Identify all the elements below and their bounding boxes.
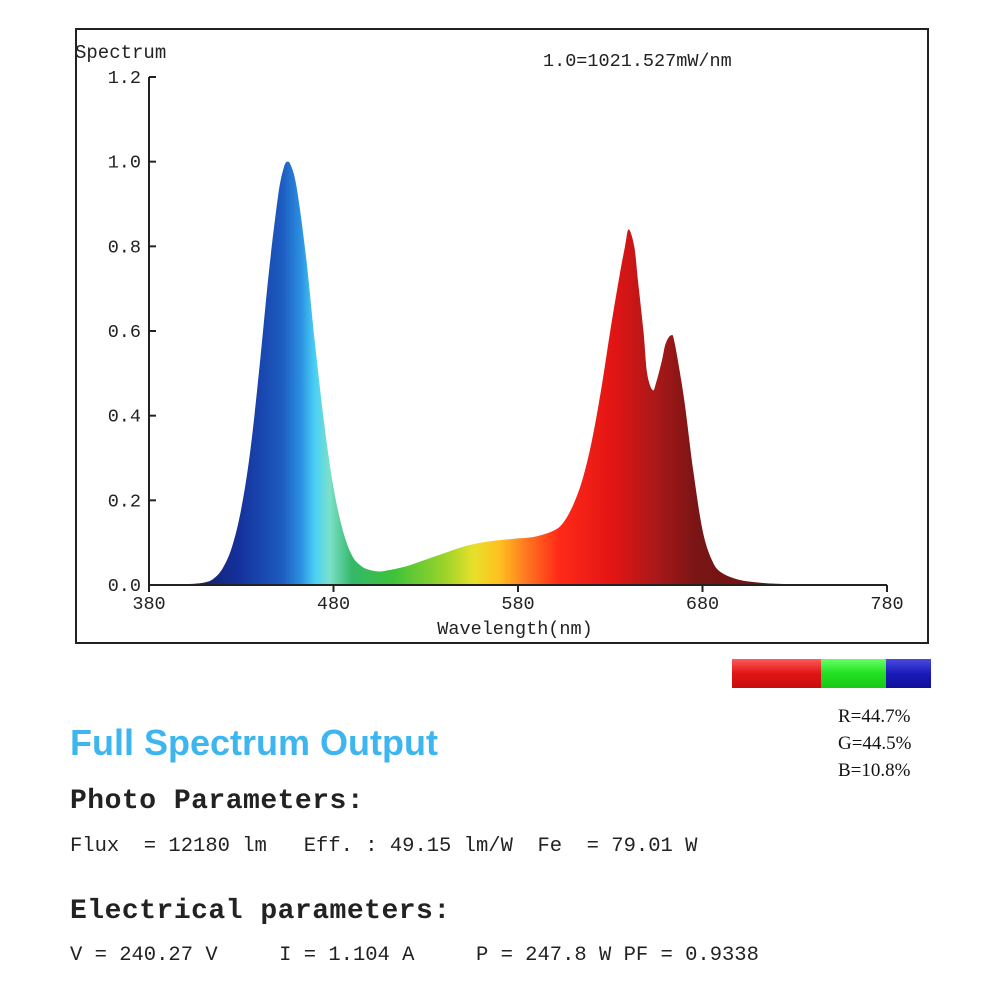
spectrum-series-area: [149, 161, 887, 585]
x-axis-label: Wavelength(nm): [437, 619, 592, 640]
y-tick-label: 1.0: [108, 153, 141, 174]
rgb-red-label: R=44.7%: [838, 706, 911, 727]
x-tick-label: 480: [317, 594, 350, 615]
y-tick-label: 0.2: [108, 491, 141, 512]
x-tick-label: 780: [870, 594, 903, 615]
chart-scale-note: 1.0=1021.527mW/nm: [543, 51, 732, 72]
spectrum-chart: 0.0 0.2 0.4 0.6 0.8 1.0 1.2 380 480 580 680 780 Sp…: [77, 42, 904, 640]
chart-title: Spectrum: [77, 42, 166, 64]
y-tick-label: 0.0: [108, 576, 141, 597]
x-tick-label: 380: [132, 594, 165, 615]
x-tick-label: 580: [501, 594, 534, 615]
electrical-parameters-values: V = 240.27 V I = 1.104 A P = 247.8 W PF …: [70, 944, 759, 967]
electrical-parameters-heading: Electrical parameters:: [70, 896, 451, 927]
rgb-bar-red-segment: [732, 659, 821, 688]
rgb-bar-green-segment: [820, 659, 886, 688]
y-tick-label: 0.6: [108, 322, 141, 343]
rgb-ratio-bar: [732, 659, 931, 688]
y-axis-ticks: 0.0 0.2 0.4 0.6 0.8 1.0 1.2: [108, 68, 156, 597]
x-axis-ticks: 380 480 580 680 780: [132, 585, 904, 615]
photo-parameters-heading: Photo Parameters:: [70, 786, 365, 817]
spectrum-chart-frame: 0.0 0.2 0.4 0.6 0.8 1.0 1.2 380 480 580 680 780 Sp…: [75, 28, 929, 644]
y-tick-label: 0.4: [108, 407, 141, 428]
y-tick-label: 1.2: [108, 68, 141, 89]
rgb-blue-label: B=10.8%: [838, 760, 911, 781]
x-tick-label: 680: [686, 594, 719, 615]
y-tick-label: 0.8: [108, 237, 141, 258]
rgb-green-label: G=44.5%: [838, 733, 912, 754]
rgb-ratio-labels: R=44.7% G=44.5% B=10.8%: [838, 703, 930, 784]
rgb-bar-blue-segment: [885, 659, 931, 688]
photo-parameters-values: Flux = 12180 lm Eff. : 49.15 lm/W Fe = 7…: [70, 835, 698, 858]
full-spectrum-heading: Full Spectrum Output: [70, 722, 438, 763]
